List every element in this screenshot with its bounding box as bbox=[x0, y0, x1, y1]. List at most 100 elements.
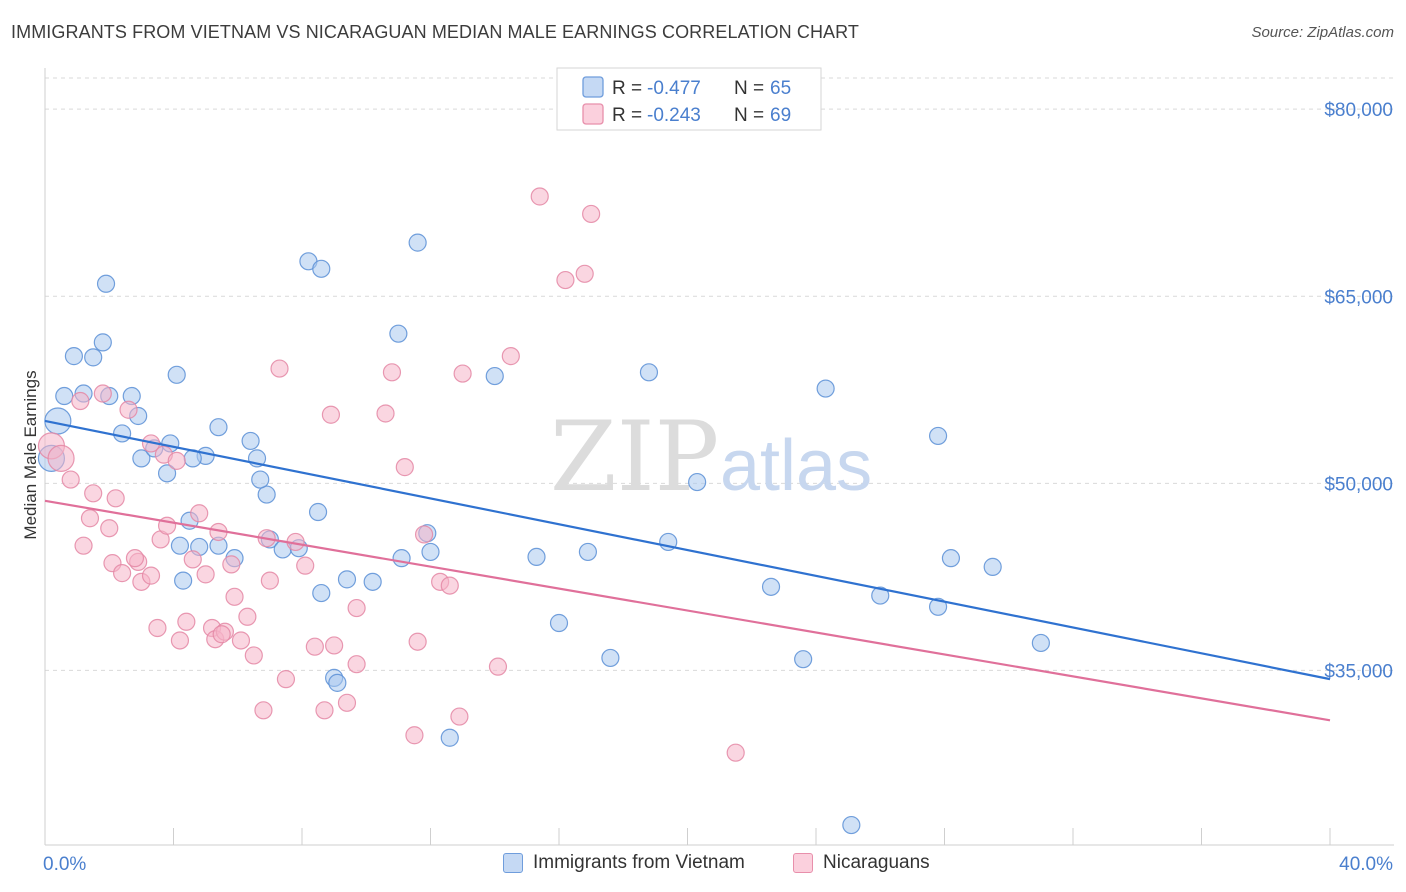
y-tick-labels: $35,000 $50,000 $65,000 $80,000 bbox=[1324, 100, 1393, 682]
point-pink-36 bbox=[260, 571, 279, 590]
point-pink-32 bbox=[231, 631, 251, 650]
watermark-zip: ZIP bbox=[550, 401, 719, 513]
point-blue-3 bbox=[64, 347, 84, 366]
point-pink-45 bbox=[337, 693, 357, 712]
point-pink-20 bbox=[167, 451, 186, 470]
point-blue-10 bbox=[112, 424, 132, 443]
point-pink-46 bbox=[347, 655, 366, 674]
point-blue-39 bbox=[440, 728, 459, 747]
point-pink-40 bbox=[296, 556, 315, 575]
point-pink-49 bbox=[395, 458, 414, 477]
point-blue-36 bbox=[392, 549, 411, 568]
point-pink-63 bbox=[726, 743, 745, 762]
legend-label-nicaraguans: Nicaraguans bbox=[823, 852, 930, 873]
legend-r-label-0: R = bbox=[612, 78, 642, 99]
trend-line-blue bbox=[44, 419, 1331, 681]
point-pink-38 bbox=[276, 670, 296, 689]
x-tick-label-max: 40.0% bbox=[1339, 854, 1393, 875]
legend-r-value-1: -0.243 bbox=[647, 105, 701, 126]
point-blue-33 bbox=[328, 673, 347, 692]
point-blue-51 bbox=[871, 586, 890, 605]
point-pink-37 bbox=[270, 359, 289, 378]
point-pink-54 bbox=[440, 576, 459, 595]
point-blue-6 bbox=[93, 333, 112, 352]
trend-line-pink bbox=[44, 499, 1331, 722]
series-legend: Immigrants from Vietnam Nicaraguans bbox=[0, 852, 1406, 878]
point-pink-34 bbox=[244, 646, 263, 665]
point-blue-40 bbox=[485, 366, 504, 386]
legend-swatch-blue bbox=[503, 853, 523, 873]
point-pink-3 bbox=[71, 391, 90, 411]
point-blue-16 bbox=[170, 536, 190, 555]
point-pink-50 bbox=[405, 726, 424, 745]
legend-r-label-1: R = bbox=[612, 105, 642, 126]
point-pink-25 bbox=[196, 565, 215, 584]
point-blue-22 bbox=[209, 418, 228, 437]
point-pink-5 bbox=[80, 509, 100, 528]
point-pink-68 bbox=[212, 625, 231, 644]
y-tick-label-3: $80,000 bbox=[1324, 100, 1393, 121]
point-blue-56 bbox=[1031, 633, 1050, 653]
point-pink-52 bbox=[414, 525, 434, 544]
point-pink-11 bbox=[112, 564, 132, 583]
point-pink-42 bbox=[315, 701, 334, 720]
point-pink-48 bbox=[382, 363, 402, 382]
point-pink-60 bbox=[556, 270, 575, 290]
point-blue-30 bbox=[308, 502, 328, 522]
point-pink-35 bbox=[254, 701, 273, 720]
point-blue-42 bbox=[549, 613, 569, 633]
point-blue-48 bbox=[761, 577, 781, 596]
point-pink-65 bbox=[125, 549, 145, 568]
legend-n-label-1: N = bbox=[734, 105, 764, 126]
point-pink-33 bbox=[238, 607, 257, 626]
legend-n-value-0: 65 bbox=[770, 78, 791, 99]
point-blue-31 bbox=[312, 583, 331, 603]
point-pink-12 bbox=[119, 400, 138, 419]
point-blue-60 bbox=[408, 233, 427, 252]
point-pink-8 bbox=[100, 519, 119, 538]
legend-n-label-0: N = bbox=[734, 78, 764, 99]
x-tick-label-min: 0.0% bbox=[43, 854, 86, 875]
point-pink-23 bbox=[183, 550, 202, 569]
point-blue-24 bbox=[241, 431, 260, 451]
y-tick-label-1: $50,000 bbox=[1324, 474, 1393, 495]
point-blue-8 bbox=[96, 274, 116, 293]
point-pink-57 bbox=[488, 657, 508, 676]
point-blue-41 bbox=[527, 547, 546, 567]
point-pink-10 bbox=[106, 489, 125, 508]
point-pink-44 bbox=[325, 636, 344, 655]
point-pink-21 bbox=[170, 631, 190, 650]
legend-item-nicaraguans[interactable]: Nicaraguans bbox=[793, 852, 930, 874]
point-blue-61 bbox=[389, 324, 408, 343]
x-tick-labels: 0.0% 40.0% bbox=[43, 854, 1393, 875]
point-pink-7 bbox=[93, 384, 112, 403]
point-pink-4 bbox=[74, 536, 93, 555]
point-pink-55 bbox=[450, 707, 469, 726]
correlation-legend: R = -0.477 N = 65 R = -0.243 N = 69 bbox=[556, 67, 822, 131]
point-pink-62 bbox=[582, 204, 601, 224]
point-pink-41 bbox=[305, 637, 324, 656]
legend-swatch-pink bbox=[793, 853, 813, 873]
point-blue-38 bbox=[421, 542, 440, 562]
y-axis-label: Median Male Earnings bbox=[21, 370, 40, 539]
point-blue-35 bbox=[363, 572, 382, 591]
point-pink-59 bbox=[530, 187, 549, 206]
point-blue-5 bbox=[84, 348, 103, 367]
point-blue-43 bbox=[578, 542, 598, 562]
watermark-atlas: atlas bbox=[720, 426, 872, 506]
point-pink-47 bbox=[376, 404, 395, 423]
point-blue-59 bbox=[312, 259, 331, 278]
point-pink-31 bbox=[225, 587, 244, 606]
point-pink-16 bbox=[148, 618, 167, 638]
watermark: ZIP atlas bbox=[550, 401, 872, 513]
point-pink-67 bbox=[347, 598, 366, 618]
source-label: Source: ZipAtlas.com bbox=[1251, 24, 1394, 41]
y-tick-label-0: $35,000 bbox=[1324, 661, 1393, 682]
legend-item-vietnam[interactable]: Immigrants from Vietnam bbox=[503, 852, 745, 874]
point-blue-44 bbox=[601, 648, 620, 668]
point-pink-56 bbox=[453, 364, 472, 383]
legend-swatch-blue bbox=[582, 76, 604, 98]
point-pink-24 bbox=[190, 504, 209, 523]
point-blue-13 bbox=[157, 464, 177, 483]
